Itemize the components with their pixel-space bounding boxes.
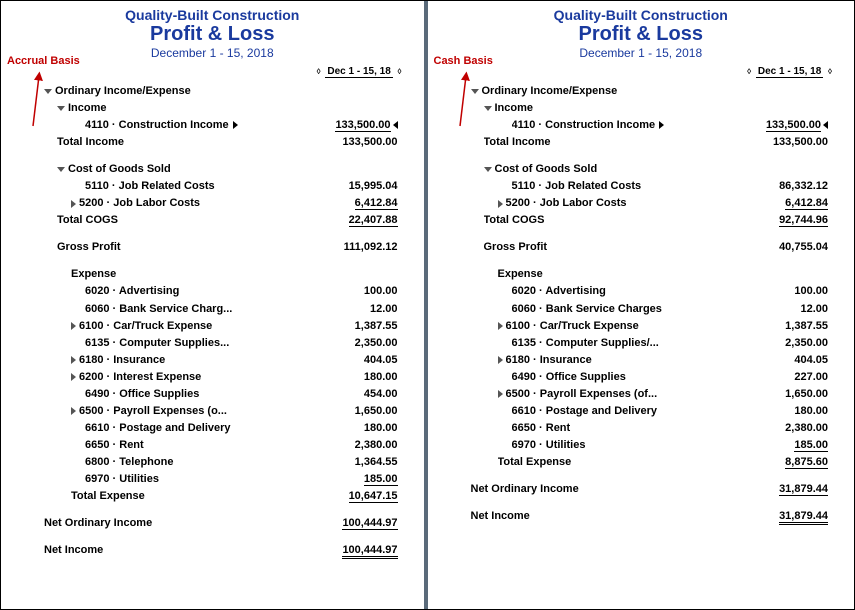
- line-net-income: Net Income100,444.97: [9, 542, 416, 559]
- annotation-arrow-icon: [21, 71, 51, 131]
- company-name: Quality-Built Construction: [9, 7, 416, 23]
- report-title: Profit & Loss: [436, 23, 847, 46]
- expand-icon[interactable]: [71, 407, 76, 415]
- report-header: Quality-Built Construction Profit & Loss…: [9, 7, 416, 60]
- expand-icon[interactable]: [484, 167, 492, 172]
- section-ordinary[interactable]: Ordinary Income/Expense: [9, 83, 416, 100]
- line-6100[interactable]: 6100 · Car/Truck Expense1,387.55: [436, 318, 847, 335]
- date-column-header[interactable]: ◊ Dec 1 - 15, 18 ◊: [436, 66, 835, 77]
- line-net-ordinary: Net Ordinary Income100,444.97: [9, 515, 416, 532]
- expand-icon[interactable]: [57, 167, 65, 172]
- line-total-expense: Total Expense8,875.60: [436, 454, 847, 471]
- line-6650[interactable]: 6650 · Rent2,380.00: [436, 420, 847, 437]
- company-name: Quality-Built Construction: [436, 7, 847, 23]
- line-construction-income[interactable]: 4110 · Construction Income133,500.00: [9, 117, 416, 134]
- line-6490[interactable]: 6490 · Office Supplies227.00: [436, 369, 847, 386]
- section-expense[interactable]: Expense: [436, 266, 847, 283]
- line-total-income: Total Income133,500.00: [436, 134, 847, 151]
- line-net-income: Net Income31,879.44: [436, 508, 847, 525]
- line-6180[interactable]: 6180 · Insurance404.05: [9, 352, 416, 369]
- expand-icon[interactable]: [498, 356, 503, 364]
- line-6200[interactable]: 6200 · Interest Expense180.00: [9, 369, 416, 386]
- report-body-cash: Ordinary Income/Expense Income 4110 · Co…: [436, 83, 847, 525]
- expand-icon[interactable]: [71, 200, 76, 208]
- expand-icon[interactable]: [71, 322, 76, 330]
- line-5200[interactable]: 5200 · Job Labor Costs6,412.84: [9, 195, 416, 212]
- line-total-expense: Total Expense10,647.15: [9, 488, 416, 505]
- expand-icon[interactable]: [498, 390, 503, 398]
- cash-panel: Cash Basis Quality-Built Construction Pr…: [428, 1, 855, 609]
- report-header: Quality-Built Construction Profit & Loss…: [436, 7, 847, 60]
- line-construction-income[interactable]: 4110 · Construction Income133,500.00: [436, 117, 847, 134]
- line-6020[interactable]: 6020 · Advertising100.00: [436, 283, 847, 300]
- line-5110[interactable]: 5110 · Job Related Costs86,332.12: [436, 178, 847, 195]
- line-6610[interactable]: 6610 · Postage and Delivery180.00: [9, 420, 416, 437]
- drill-icon[interactable]: [659, 121, 664, 129]
- section-ordinary[interactable]: Ordinary Income/Expense: [436, 83, 847, 100]
- line-6060[interactable]: 6060 · Bank Service Charges12.00: [436, 301, 847, 318]
- report-body-accrual: Ordinary Income/Expense Income 4110 · Co…: [9, 83, 416, 559]
- expand-icon[interactable]: [498, 322, 503, 330]
- section-expense[interactable]: Expense: [9, 266, 416, 283]
- line-5110[interactable]: 5110 · Job Related Costs15,995.04: [9, 178, 416, 195]
- basis-label-cash: Cash Basis: [434, 55, 493, 67]
- section-cogs[interactable]: Cost of Goods Sold: [436, 161, 847, 178]
- annotation-arrow-icon: [448, 71, 478, 131]
- line-6970[interactable]: 6970 · Utilities185.00: [436, 437, 847, 454]
- line-6135[interactable]: 6135 · Computer Supplies...2,350.00: [9, 335, 416, 352]
- line-6500[interactable]: 6500 · Payroll Expenses (o...1,650.00: [9, 403, 416, 420]
- expand-icon[interactable]: [71, 356, 76, 364]
- expand-icon[interactable]: [57, 106, 65, 111]
- accrual-panel: Accrual Basis Quality-Built Construction…: [1, 1, 428, 609]
- line-gross-profit: Gross Profit111,092.12: [9, 239, 416, 256]
- section-income[interactable]: Income: [9, 100, 416, 117]
- line-6970[interactable]: 6970 · Utilities185.00: [9, 471, 416, 488]
- line-6135[interactable]: 6135 · Computer Supplies/...2,350.00: [436, 335, 847, 352]
- report-period: December 1 - 15, 2018: [436, 46, 847, 60]
- line-total-cogs: Total COGS22,407.88: [9, 212, 416, 229]
- expand-icon[interactable]: [484, 106, 492, 111]
- line-6100[interactable]: 6100 · Car/Truck Expense1,387.55: [9, 318, 416, 335]
- line-gross-profit: Gross Profit40,755.04: [436, 239, 847, 256]
- expand-icon[interactable]: [498, 200, 503, 208]
- line-net-ordinary: Net Ordinary Income31,879.44: [436, 481, 847, 498]
- date-column-header[interactable]: ◊ Dec 1 - 15, 18 ◊: [9, 66, 404, 77]
- report-title: Profit & Loss: [9, 23, 416, 46]
- line-6650[interactable]: 6650 · Rent2,380.00: [9, 437, 416, 454]
- line-total-income: Total Income133,500.00: [9, 134, 416, 151]
- section-income[interactable]: Income: [436, 100, 847, 117]
- line-6500[interactable]: 6500 · Payroll Expenses (of...1,650.00: [436, 386, 847, 403]
- line-6490[interactable]: 6490 · Office Supplies454.00: [9, 386, 416, 403]
- line-6610[interactable]: 6610 · Postage and Delivery180.00: [436, 403, 847, 420]
- section-cogs[interactable]: Cost of Goods Sold: [9, 161, 416, 178]
- expand-icon[interactable]: [71, 373, 76, 381]
- line-6180[interactable]: 6180 · Insurance404.05: [436, 352, 847, 369]
- line-total-cogs: Total COGS92,744.96: [436, 212, 847, 229]
- line-6800[interactable]: 6800 · Telephone1,364.55: [9, 454, 416, 471]
- line-6020[interactable]: 6020 · Advertising100.00: [9, 283, 416, 300]
- report-container: Accrual Basis Quality-Built Construction…: [0, 0, 855, 610]
- drill-icon[interactable]: [233, 121, 238, 129]
- line-6060[interactable]: 6060 · Bank Service Charg...12.00: [9, 301, 416, 318]
- marker-icon: [823, 121, 828, 129]
- marker-icon: [393, 121, 398, 129]
- basis-label-accrual: Accrual Basis: [7, 55, 80, 67]
- line-5200[interactable]: 5200 · Job Labor Costs6,412.84: [436, 195, 847, 212]
